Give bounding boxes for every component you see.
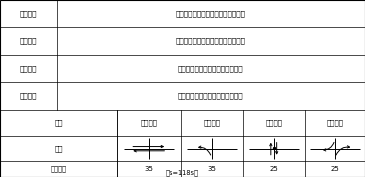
Text: 绿灯时间: 绿灯时间: [50, 166, 66, 172]
Text: 行车: 行车: [54, 145, 63, 152]
Text: 信法路口口道（北南方口道直行）: 信法路口口道（北南方口道直行）: [178, 65, 243, 72]
Text: 法院交院口道（沿次大里口道左转）: 法院交院口道（沿次大里口道左转）: [176, 38, 246, 44]
Text: 相位: 相位: [54, 120, 63, 126]
Text: 第三相位: 第三相位: [20, 65, 37, 72]
Text: 第四相位: 第四相位: [20, 93, 37, 99]
Text: 第二相位: 第二相位: [20, 38, 37, 44]
Text: 法院交路口道（沿次大里口道直行）: 法院交路口道（沿次大里口道直行）: [176, 10, 246, 17]
Text: 信法路口口道（北南方口道右转）: 信法路口口道（北南方口道右转）: [178, 93, 243, 99]
Text: 第三相位: 第三相位: [265, 120, 282, 126]
Text: 第二相位: 第二相位: [203, 120, 220, 126]
Text: 25: 25: [269, 166, 278, 172]
Text: 第一相位: 第一相位: [20, 10, 37, 17]
Text: 25: 25: [331, 166, 339, 172]
Text: 35: 35: [207, 166, 216, 172]
Text: （s=118s）: （s=118s）: [166, 170, 199, 176]
Text: 第四相位: 第四相位: [326, 120, 343, 126]
Text: 35: 35: [144, 166, 153, 172]
Text: 第一相位: 第一相位: [140, 120, 157, 126]
